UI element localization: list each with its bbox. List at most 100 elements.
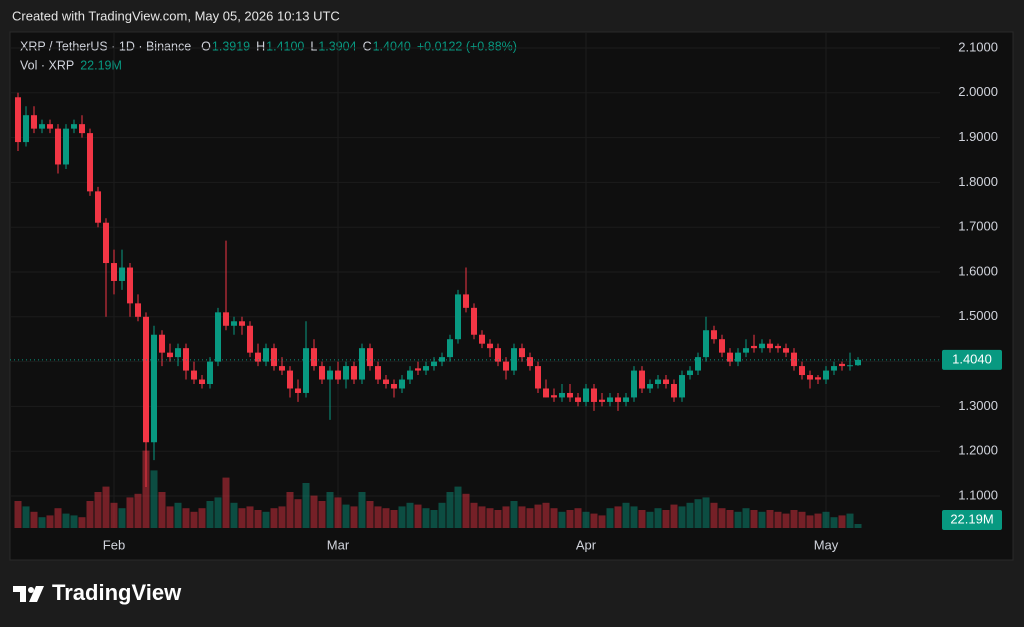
candle-body	[79, 124, 85, 134]
candle-body	[239, 321, 245, 326]
candle-body	[711, 330, 717, 340]
volume-bar	[606, 508, 614, 528]
header-text: H	[256, 39, 265, 53]
candle-body	[727, 352, 733, 362]
volume-bar	[598, 515, 606, 528]
header-text: C	[363, 39, 372, 53]
volume-bar	[614, 506, 622, 528]
candle-body	[559, 392, 565, 398]
candle-body	[263, 348, 269, 362]
y-tick-label: 1.5000	[958, 308, 998, 323]
y-tick-label: 1.2000	[958, 443, 998, 458]
volume-bar	[694, 499, 702, 528]
volume-bar	[238, 508, 246, 528]
candle-body	[39, 124, 45, 129]
candle-body	[119, 267, 125, 281]
candle-body	[847, 365, 853, 367]
y-tick-label: 1.1000	[958, 487, 998, 502]
candle-body	[375, 366, 381, 380]
candle-body	[71, 124, 77, 129]
volume-bar	[374, 506, 382, 528]
candle-body	[335, 370, 341, 380]
candle-body	[103, 222, 109, 264]
candle-body	[479, 334, 485, 344]
volume-bar	[678, 506, 686, 528]
volume-bar	[510, 501, 518, 528]
candle-body	[399, 379, 405, 389]
volume-bar	[790, 510, 798, 528]
volume-bar	[494, 510, 502, 528]
candle-body	[95, 191, 101, 223]
volume-bar	[126, 497, 134, 528]
y-tick-label: 1.9000	[958, 129, 998, 144]
volume-bar	[94, 492, 102, 528]
candle-body	[351, 366, 357, 380]
candle-body	[47, 124, 53, 129]
volume-bar	[558, 511, 566, 528]
volume-bar	[22, 506, 30, 528]
volume-bar	[14, 501, 22, 528]
volume-bar	[46, 515, 54, 528]
candle-body	[535, 366, 541, 389]
volume-bar	[342, 504, 350, 528]
volume-bar	[118, 508, 126, 528]
candle-body	[807, 375, 813, 380]
candle-body	[527, 357, 533, 367]
volume-bar	[150, 470, 158, 528]
candle-body	[615, 397, 621, 402]
header-text: 1.3904	[318, 39, 356, 53]
volume-bar	[574, 508, 582, 528]
candle-body	[639, 370, 645, 389]
candle-body	[471, 307, 477, 335]
candle-body	[247, 325, 253, 353]
volume-bar	[654, 508, 662, 528]
candle-body	[815, 377, 821, 380]
brand: TradingView	[52, 580, 182, 605]
last-price-tag	[942, 349, 1002, 370]
candle-body	[127, 267, 133, 304]
volume-bar	[734, 511, 742, 528]
candle-body	[215, 312, 221, 362]
candle-body	[287, 370, 293, 389]
volume-bar	[622, 502, 630, 528]
x-tick-label: Feb	[103, 537, 125, 552]
volume-bar	[214, 497, 222, 528]
volume-bar	[430, 510, 438, 528]
candle-body	[799, 366, 805, 376]
volume-bar	[302, 483, 310, 528]
candle-body	[319, 366, 325, 380]
volume-bar	[438, 502, 446, 528]
volume-bar	[406, 502, 414, 528]
volume-bar	[278, 506, 286, 528]
volume-bar	[102, 486, 110, 528]
volume-bar	[422, 508, 430, 528]
volume-bar	[686, 502, 694, 528]
candle-body	[463, 294, 469, 308]
y-tick-label: 1.8000	[958, 174, 998, 189]
volume-bar	[774, 511, 782, 528]
volume-bar	[646, 511, 654, 528]
candle-body	[487, 343, 493, 349]
y-tick-label: 1.3000	[958, 398, 998, 413]
volume-bar	[806, 515, 814, 528]
candle-body	[199, 379, 205, 385]
candle-body	[327, 370, 333, 380]
volume-bar	[550, 508, 558, 528]
volume-bar	[462, 493, 470, 528]
header-text: L	[310, 39, 317, 53]
brand-logo: TradingView	[13, 580, 182, 605]
volume-bar	[270, 508, 278, 528]
volume-bar	[334, 497, 342, 528]
candle-body	[647, 384, 653, 389]
candle-body	[591, 388, 597, 402]
candle-body	[391, 384, 397, 389]
volume-bar	[526, 508, 534, 528]
volume-bar	[470, 502, 478, 528]
last-volume-tag	[942, 510, 1002, 530]
candle-body	[15, 97, 21, 143]
volume-bar	[326, 492, 334, 528]
volume-bar	[846, 513, 854, 528]
candle-body	[703, 330, 709, 358]
volume-bar	[222, 477, 230, 528]
candle-body	[631, 370, 637, 398]
